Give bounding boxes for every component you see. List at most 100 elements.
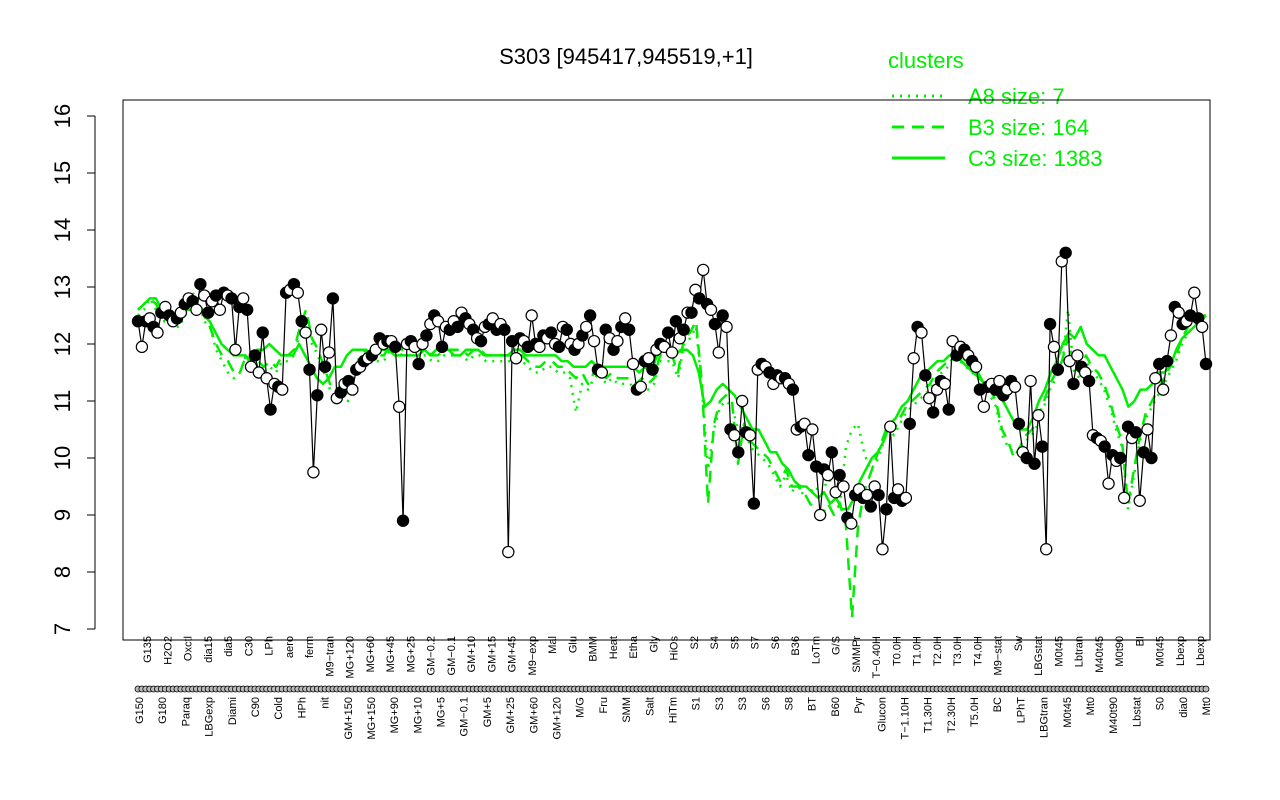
data-point <box>229 343 242 356</box>
axes: 7 8 9 10 11 12 13 14 15 16 G135 H2O2 Oxctl dia15 dia5 C… <box>50 99 1213 740</box>
x-tick-label: Lbtran <box>1074 636 1086 667</box>
data-point <box>646 363 659 376</box>
data-point <box>712 346 725 359</box>
x-tick-label: ferm <box>304 636 316 658</box>
x-tick-label: Gly <box>648 636 660 653</box>
data-point <box>525 309 538 322</box>
x-tick-label: Sw <box>1013 636 1025 651</box>
x-tick-label: HiTm <box>668 697 680 723</box>
data-point <box>240 303 254 316</box>
data-point <box>1012 417 1026 430</box>
x-tick-label: S7 <box>750 636 762 649</box>
x-tick-label: M40t90 <box>1108 697 1120 734</box>
x-tick-label: dia15 <box>203 636 215 663</box>
data-point <box>396 514 410 527</box>
data-point <box>884 420 897 433</box>
x-tick-label: Mt0 <box>1085 697 1097 715</box>
plot-frame <box>122 99 1211 641</box>
data-point <box>880 503 893 516</box>
data-point <box>1129 426 1143 439</box>
x-tick-label: T2.30H <box>946 697 958 733</box>
data-point <box>919 369 932 382</box>
legend-label: B3 size: 164 <box>968 115 1089 140</box>
data-point <box>389 340 402 354</box>
data-point <box>876 543 889 556</box>
x-tick-label: S2 <box>689 636 701 649</box>
data-point <box>837 480 850 493</box>
data-point <box>1071 349 1084 362</box>
data-point <box>611 334 624 348</box>
data-point <box>1114 451 1127 465</box>
data-point <box>299 326 312 339</box>
data-point <box>907 352 920 365</box>
data-point <box>213 303 227 316</box>
x-tick-label: M9−exp <box>527 636 539 675</box>
data-point <box>642 352 655 365</box>
x-tick-label: MG+90 <box>389 697 401 733</box>
x-tick-label: B60 <box>830 697 842 717</box>
data-point <box>1032 409 1045 422</box>
data-point <box>926 406 940 419</box>
x-tick-label: Salt <box>644 697 656 716</box>
data-point <box>806 423 819 436</box>
x-tick-label: MG+25 <box>405 636 417 672</box>
data-point <box>864 500 877 513</box>
x-tick-label: SMMPr <box>851 636 863 673</box>
data-point <box>237 292 250 305</box>
data-point <box>1133 494 1146 507</box>
x-tick-label: BT <box>807 697 819 711</box>
data-point <box>685 306 698 319</box>
x-tick-label: M9−tran <box>324 636 336 677</box>
data-point <box>392 400 406 413</box>
x-tick-label: GM−0.1 <box>446 636 458 675</box>
x-tick-label: M/G <box>575 697 587 718</box>
x-tick-label: MG+150 <box>366 697 378 740</box>
x-tick-label: H2O2 <box>162 636 174 665</box>
x-tick-label: LBGexp <box>204 697 216 737</box>
data-point <box>899 491 913 505</box>
data-point <box>622 323 636 336</box>
x-tick-label: Glucon <box>876 697 888 732</box>
data-point <box>256 326 269 339</box>
data-point <box>1051 363 1065 376</box>
data-point <box>303 363 316 376</box>
y-tick-label: 11 <box>50 390 75 413</box>
x-tick-label: M0t45 <box>1053 636 1065 667</box>
x-rug-marker <box>1202 685 1210 693</box>
data-point <box>318 360 332 373</box>
x-tick-label: HPh <box>296 697 308 718</box>
data-point <box>1188 286 1201 299</box>
x-tick-label: MG+120 <box>345 636 357 679</box>
x-tick-label: S3 <box>714 697 726 710</box>
data-point <box>802 448 815 462</box>
x-tick-label: S4 <box>709 636 721 649</box>
x-tick-label: nit <box>320 697 332 709</box>
data-point <box>1172 306 1185 319</box>
x-tick-label: S6 <box>760 697 772 710</box>
data-point <box>595 366 609 379</box>
data-point <box>661 326 675 339</box>
x-tick-label: MG+45 <box>385 636 397 672</box>
data-point <box>135 340 149 354</box>
x-tick-label: dia5 <box>223 636 235 657</box>
data-point <box>696 263 710 277</box>
data-point <box>1145 451 1158 465</box>
x-tick-label: LBGstat <box>1033 636 1045 676</box>
y-tick-label: 12 <box>50 332 75 356</box>
data-point <box>276 383 289 396</box>
data-point <box>544 326 558 339</box>
x-tick-label: T0.0H <box>891 636 903 666</box>
data-point <box>552 340 566 354</box>
data-point <box>420 329 433 342</box>
x-tick-label: LoTm <box>810 636 822 664</box>
data-point <box>435 340 449 354</box>
data-point <box>291 286 305 299</box>
data-point <box>533 340 546 354</box>
data-point <box>1199 357 1213 371</box>
data-point <box>626 357 640 371</box>
x-tick-label: C90 <box>250 697 262 717</box>
data-point <box>728 429 741 442</box>
x-tick-label: C30 <box>243 636 255 656</box>
y-tick-label: 9 <box>50 509 75 521</box>
